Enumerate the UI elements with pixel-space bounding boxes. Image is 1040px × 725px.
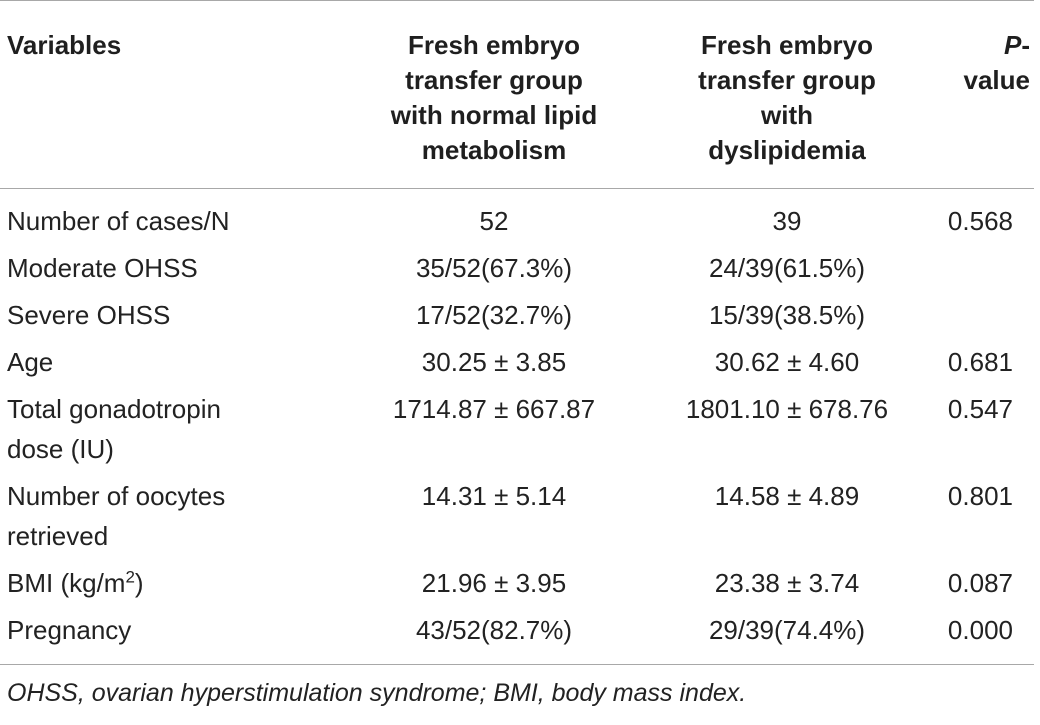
cell-dyslipidemia: 15/39(38.5%) <box>708 300 866 330</box>
table-row: Pregnancy 43/52(82.7%) 29/39(74.4%) 0.00… <box>0 607 1034 665</box>
table-row: Moderate OHSS 35/52(67.3%) 24/39(61.5%) <box>0 245 1034 292</box>
table-row: Age 30.25 ± 3.85 30.62 ± 4.60 0.681 <box>0 339 1034 386</box>
cell-p-value: 0.568 <box>947 206 1013 236</box>
table-row: Number of cases/N 52 39 0.568 <box>0 189 1034 246</box>
cell-dyslipidemia: 24/39(61.5%) <box>708 253 866 283</box>
table-row: Number of oocytes retrieved 14.31 ± 5.14… <box>0 473 1034 560</box>
cell-normal: 43/52(82.7%) <box>415 615 573 645</box>
header-normal-lipid-group: Fresh embryo transfer group with normal … <box>390 30 598 165</box>
table-body: Number of cases/N 52 39 0.568 Moderate O… <box>0 189 1034 665</box>
cell-dyslipidemia: 29/39(74.4%) <box>708 615 866 645</box>
cell-p-value <box>942 292 1034 339</box>
row-label: Total gonadotropin dose (IU) <box>7 394 221 464</box>
table-row: Total gonadotropin dose (IU) 1714.87 ± 6… <box>0 386 1034 473</box>
row-label: Pregnancy <box>7 615 132 645</box>
cell-normal: 1714.87 ± 667.87 <box>392 394 596 424</box>
cell-p-value: 0.087 <box>947 568 1013 598</box>
cell-normal: 35/52(67.3%) <box>415 253 573 283</box>
table-row: BMI (kg/m2) 21.96 ± 3.95 23.38 ± 3.74 0.… <box>0 560 1034 607</box>
cell-normal: 52 <box>479 206 509 236</box>
cell-dyslipidemia: 14.58 ± 4.89 <box>714 481 860 511</box>
cell-dyslipidemia: 30.62 ± 4.60 <box>714 347 860 377</box>
row-label: Number of oocytes retrieved <box>7 481 226 551</box>
header-dyslipidemia-group: Fresh embryo transfer group with dyslipi… <box>698 30 876 165</box>
row-label: Number of cases/N <box>7 206 230 236</box>
cell-p-value: 0.681 <box>947 347 1013 377</box>
table-footnote: OHSS, ovarian hyperstimulation syndrome;… <box>7 679 747 707</box>
results-table: Variables Fresh embryo transfer group wi… <box>0 0 1034 665</box>
table-row: Severe OHSS 17/52(32.7%) 15/39(38.5%) <box>0 292 1034 339</box>
cell-dyslipidemia: 39 <box>772 206 802 236</box>
cell-normal: 17/52(32.7%) <box>415 300 573 330</box>
header-row: Variables Fresh embryo transfer group wi… <box>0 0 1034 189</box>
table-header: Variables Fresh embryo transfer group wi… <box>0 0 1034 189</box>
cell-normal: 21.96 ± 3.95 <box>421 568 567 598</box>
cell-dyslipidemia: 1801.10 ± 678.76 <box>685 394 889 424</box>
row-label: BMI (kg/m2) <box>7 567 144 598</box>
row-label: Age <box>7 347 54 377</box>
header-p-value: P-value <box>963 30 1031 95</box>
row-label: Severe OHSS <box>7 300 171 330</box>
header-variables: Variables <box>7 30 122 60</box>
cell-p-value: 0.547 <box>947 394 1013 424</box>
cell-p-value <box>942 245 1034 292</box>
cell-dyslipidemia: 23.38 ± 3.74 <box>714 568 860 598</box>
cell-normal: 30.25 ± 3.85 <box>421 347 567 377</box>
row-label: Moderate OHSS <box>7 253 198 283</box>
cell-p-value: 0.000 <box>947 615 1013 645</box>
cell-normal: 14.31 ± 5.14 <box>421 481 567 511</box>
cell-p-value: 0.801 <box>947 481 1013 511</box>
